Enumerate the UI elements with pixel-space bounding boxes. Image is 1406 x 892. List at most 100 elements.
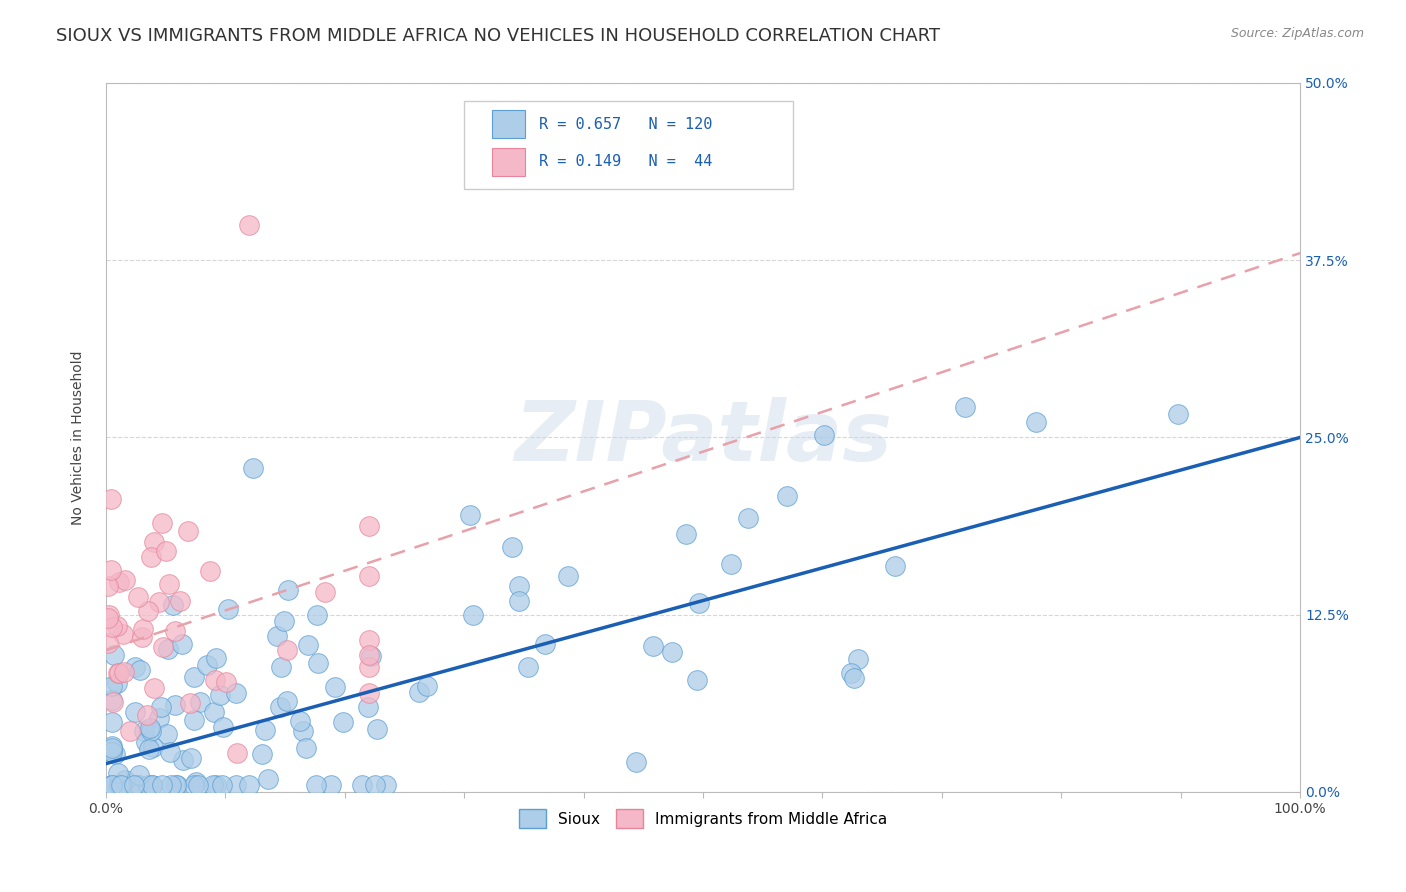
- Point: [307, 608, 329, 623]
- Point: [169, 594, 191, 608]
- Point: [136, 708, 159, 723]
- Point: [884, 558, 907, 573]
- Point: [463, 608, 485, 623]
- Point: [720, 558, 742, 572]
- Point: [162, 598, 184, 612]
- Point: [366, 722, 388, 736]
- Point: [225, 685, 247, 699]
- Point: [166, 778, 188, 792]
- Point: [101, 695, 124, 709]
- Point: [105, 676, 128, 690]
- Point: [188, 695, 211, 709]
- Point: [195, 658, 218, 673]
- Point: [142, 535, 165, 549]
- Point: [516, 660, 538, 674]
- Point: [139, 724, 162, 739]
- Text: Source: ZipAtlas.com: Source: ZipAtlas.com: [1230, 27, 1364, 40]
- Point: [211, 778, 233, 792]
- Point: [238, 778, 260, 792]
- Point: [953, 400, 976, 414]
- Text: ZIPatlas: ZIPatlas: [515, 397, 891, 478]
- Point: [737, 511, 759, 525]
- Point: [107, 766, 129, 780]
- Point: [148, 595, 170, 609]
- Point: [122, 778, 145, 792]
- Point: [163, 624, 186, 638]
- Point: [305, 778, 328, 792]
- Point: [150, 516, 173, 531]
- Point: [225, 778, 247, 792]
- Point: [97, 579, 120, 593]
- Point: [291, 724, 314, 739]
- Point: [839, 666, 862, 681]
- Point: [142, 740, 165, 755]
- Point: [128, 664, 150, 678]
- Point: [128, 778, 150, 792]
- Point: [308, 657, 330, 671]
- Point: [332, 714, 354, 729]
- Point: [179, 696, 201, 710]
- Point: [135, 735, 157, 749]
- Point: [204, 778, 226, 792]
- Point: [142, 681, 165, 696]
- Point: [132, 724, 155, 739]
- Point: [184, 775, 207, 789]
- Point: [276, 694, 298, 708]
- Point: [100, 564, 122, 578]
- Point: [215, 674, 238, 689]
- Point: [104, 747, 127, 761]
- Point: [187, 778, 209, 792]
- Y-axis label: No Vehicles in Household: No Vehicles in Household: [72, 351, 86, 524]
- Point: [108, 778, 131, 792]
- Point: [534, 637, 557, 651]
- Point: [183, 778, 205, 792]
- Point: [101, 778, 124, 792]
- Point: [101, 743, 124, 757]
- Point: [1025, 415, 1047, 429]
- Point: [152, 640, 174, 654]
- Point: [127, 778, 149, 792]
- Point: [314, 584, 336, 599]
- Point: [297, 638, 319, 652]
- Point: [661, 645, 683, 659]
- Point: [138, 604, 160, 618]
- Point: [408, 684, 430, 698]
- Point: [124, 660, 146, 674]
- Point: [357, 518, 380, 533]
- Point: [211, 720, 233, 734]
- Point: [97, 611, 120, 625]
- Point: [101, 679, 124, 693]
- Point: [141, 778, 163, 792]
- Point: [98, 608, 121, 623]
- Point: [508, 593, 530, 607]
- Point: [294, 741, 316, 756]
- Point: [688, 596, 710, 610]
- Point: [163, 698, 186, 713]
- Text: SIOUX VS IMMIGRANTS FROM MIDDLE AFRICA NO VEHICLES IN HOUSEHOLD CORRELATION CHAR: SIOUX VS IMMIGRANTS FROM MIDDLE AFRICA N…: [56, 27, 941, 45]
- Point: [165, 778, 187, 792]
- Point: [364, 778, 387, 792]
- Point: [110, 778, 132, 792]
- FancyBboxPatch shape: [464, 101, 793, 189]
- Point: [813, 428, 835, 442]
- Point: [108, 574, 131, 589]
- Point: [357, 659, 380, 673]
- Text: R = 0.149   N =  44: R = 0.149 N = 44: [540, 154, 713, 169]
- Point: [273, 614, 295, 628]
- Point: [112, 665, 135, 679]
- Point: [675, 526, 697, 541]
- Point: [202, 778, 225, 792]
- Point: [686, 673, 709, 687]
- Point: [128, 768, 150, 782]
- Point: [276, 643, 298, 657]
- Point: [357, 568, 380, 582]
- Point: [141, 778, 163, 792]
- Point: [277, 583, 299, 598]
- Point: [177, 524, 200, 538]
- Point: [124, 705, 146, 719]
- Point: [101, 745, 124, 759]
- Point: [257, 772, 280, 786]
- Point: [157, 641, 180, 656]
- Point: [107, 666, 129, 681]
- Point: [131, 630, 153, 644]
